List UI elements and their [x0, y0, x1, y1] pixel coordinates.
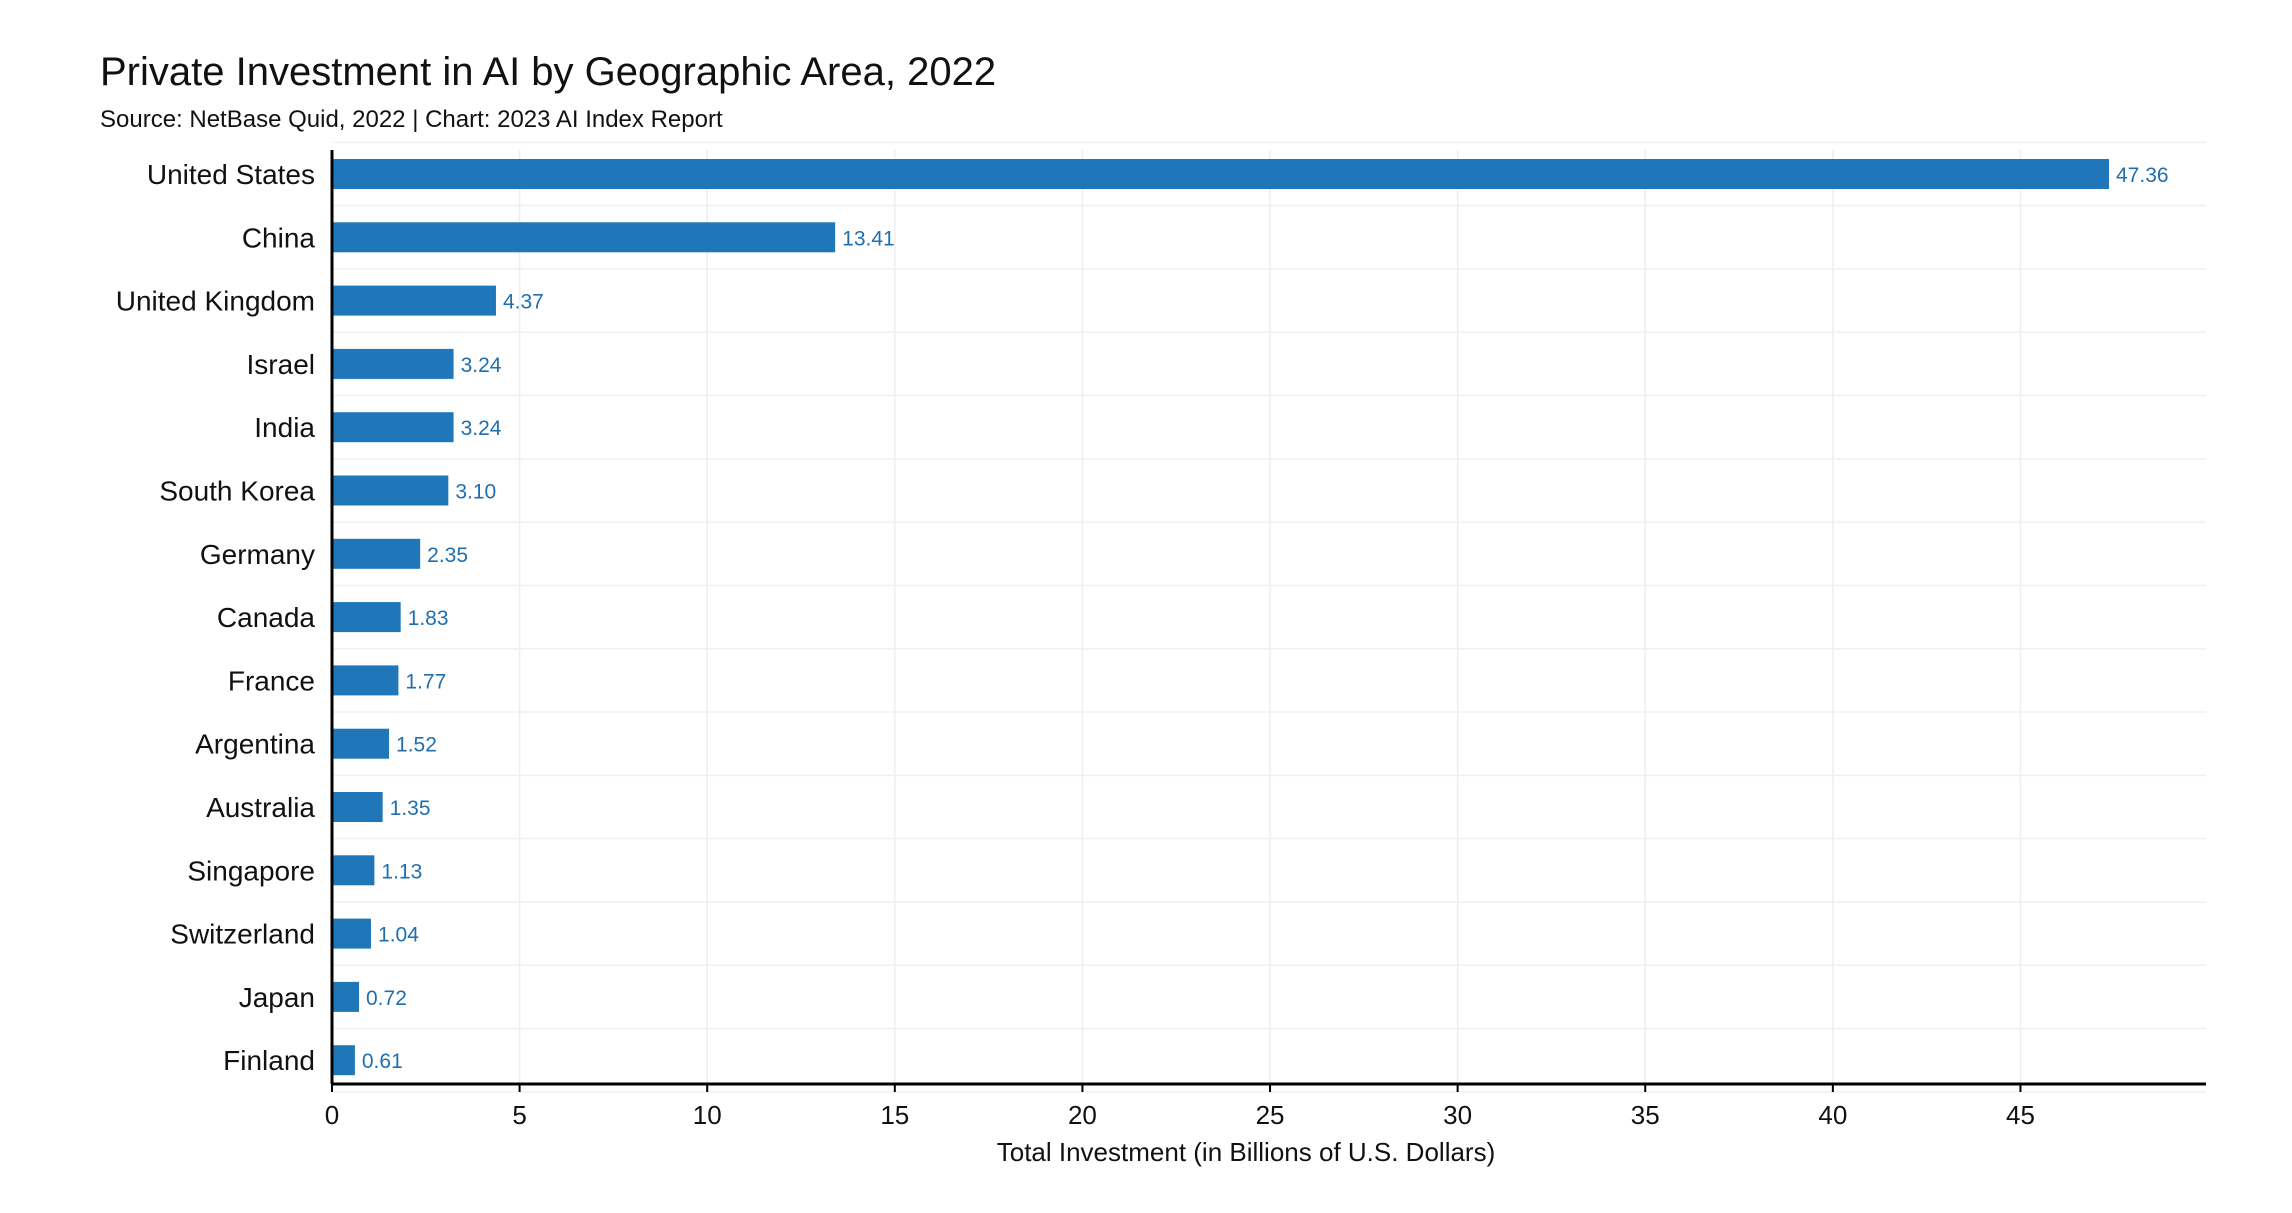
category-label: Australia	[206, 792, 315, 823]
bar	[333, 665, 399, 696]
value-label: 1.35	[390, 797, 431, 820]
category-label: France	[228, 665, 315, 696]
x-tick-label: 45	[2006, 1100, 2035, 1130]
axes	[330, 150, 2206, 1086]
x-tick-label: 30	[1443, 1100, 1472, 1130]
bar	[333, 728, 390, 759]
chart-title: Private Investment in AI by Geographic A…	[100, 50, 997, 94]
x-tick-label: 0	[325, 1100, 339, 1130]
x-axis-label: Total Investment (in Billions of U.S. Do…	[997, 1137, 1496, 1167]
x-tick-label: 20	[1068, 1100, 1097, 1130]
category-label: China	[242, 222, 316, 253]
value-label: 2.35	[427, 544, 468, 567]
category-label: Japan	[239, 982, 315, 1013]
bar	[333, 538, 421, 569]
bar	[333, 918, 372, 949]
bar	[333, 412, 454, 443]
x-tick-label: 25	[1256, 1100, 1285, 1130]
x-tick-label: 5	[512, 1100, 526, 1130]
value-label: 1.04	[378, 924, 419, 947]
bar	[333, 792, 383, 822]
value-label: 47.36	[2116, 164, 2169, 187]
bar	[333, 285, 496, 316]
category-label: Canada	[217, 602, 316, 633]
value-label: 1.13	[381, 860, 422, 883]
bar	[333, 1045, 355, 1076]
category-labels: United States China United Kingdom Israel In…	[116, 159, 316, 1076]
bar	[333, 981, 360, 1012]
bar	[333, 475, 449, 506]
chart-subtitle: Source: NetBase Quid, 2022 | Chart: 2023…	[100, 106, 723, 133]
value-label: 1.83	[408, 607, 449, 630]
grid-lines	[332, 141, 2206, 1093]
value-label: 1.77	[405, 670, 446, 693]
value-label: 1.52	[396, 734, 437, 757]
x-axis-ticks: 0 5 10 15 20 25 30 35 40 45	[325, 1084, 2035, 1130]
bar	[333, 348, 454, 379]
bar	[333, 222, 836, 253]
bar	[333, 602, 401, 633]
category-label: Singapore	[187, 855, 315, 886]
category-label: Switzerland	[170, 919, 315, 950]
value-label: 3.10	[455, 481, 496, 504]
category-label: South Korea	[159, 476, 315, 507]
bar	[333, 855, 375, 886]
value-label: 0.72	[366, 987, 407, 1010]
category-label: India	[254, 412, 315, 443]
value-label: 0.61	[362, 1050, 403, 1073]
category-label: Germany	[200, 539, 315, 570]
value-label: 13.41	[842, 227, 895, 250]
x-tick-label: 10	[693, 1100, 722, 1130]
x-tick-label: 40	[1818, 1100, 1847, 1130]
bars	[333, 159, 2109, 1076]
category-label: Finland	[223, 1045, 315, 1076]
bar	[333, 159, 2109, 189]
x-tick-label: 15	[880, 1100, 909, 1130]
value-label: 3.24	[461, 354, 502, 377]
x-tick-label: 35	[1631, 1100, 1660, 1130]
category-label: United States	[147, 159, 315, 190]
value-label: 4.37	[503, 291, 544, 314]
value-label: 3.24	[461, 417, 502, 440]
value-labels: 47.36 13.41 4.37 3.24 3.24 3.10 2.35 1.83 1.77 1.…	[362, 164, 2169, 1073]
category-label: United Kingdom	[116, 286, 315, 317]
category-label: Argentina	[195, 729, 315, 760]
category-label: Israel	[247, 349, 315, 380]
